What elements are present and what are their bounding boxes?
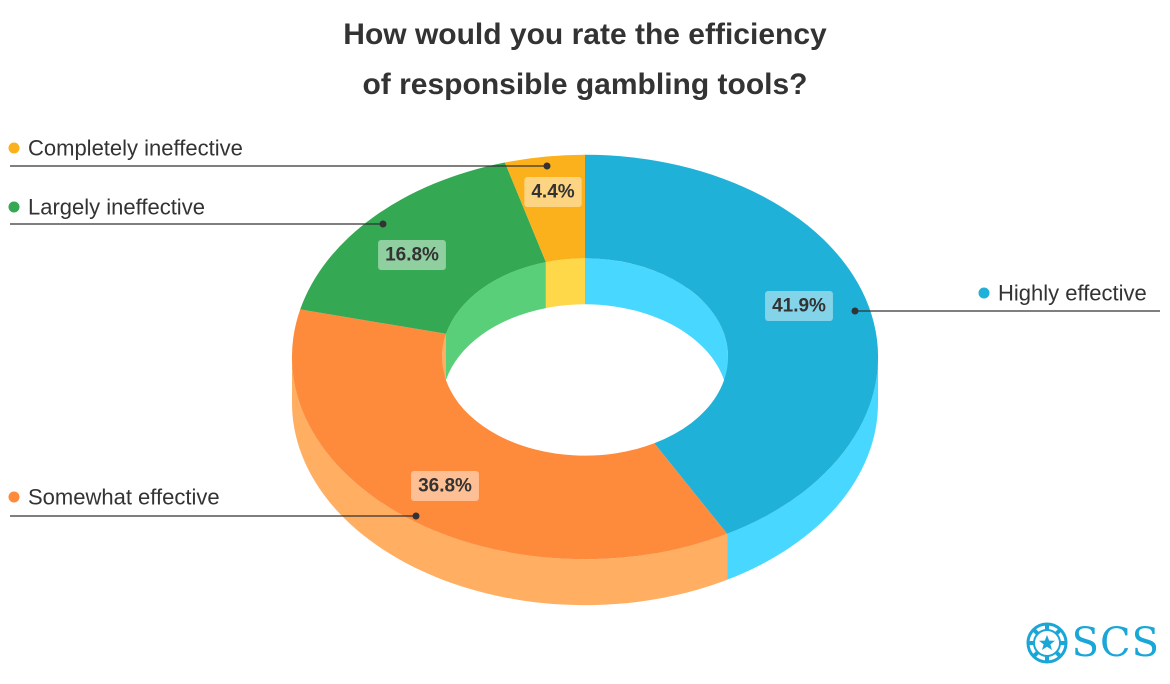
side-wall-1	[292, 357, 728, 606]
logo-text: SCS	[1071, 620, 1160, 666]
data-labels: 41.9% 36.8% 16.8% 4.4%	[378, 177, 833, 501]
inner-wall-2-1	[446, 262, 546, 380]
data-label-0: 41.9%	[772, 296, 826, 317]
chart-title-line-1: How would you rate the efficiency	[343, 18, 827, 51]
data-label-2: 16.8%	[385, 245, 439, 266]
slice-somewhat-effective	[291, 309, 728, 560]
callout-dot-0	[851, 307, 859, 315]
legend-marker-2	[8, 201, 20, 213]
inner-wall-3-1	[545, 258, 585, 309]
slice-completely-ineffective	[504, 154, 585, 263]
data-label-3: 4.4%	[531, 182, 574, 203]
data-label-box-1	[411, 471, 479, 501]
poker-chip-icon	[1026, 622, 1068, 664]
donut-top-faces	[291, 154, 879, 560]
legend-label-0: Highly effective	[998, 281, 1147, 306]
donut-inner-walls	[442, 258, 729, 403]
legend-marker-1	[8, 491, 20, 503]
legend-marker-3	[8, 142, 20, 154]
data-label-box-3	[524, 177, 582, 207]
data-label-box-2	[378, 240, 446, 270]
chart-title-line-2: of responsible gambling tools?	[362, 68, 808, 101]
slice-highly-effective	[585, 154, 879, 534]
callout-dot-1	[412, 512, 420, 520]
legend-label-1: Somewhat effective	[28, 485, 220, 510]
legend-label-2: Largely ineffective	[28, 195, 205, 220]
side-wall-0	[727, 357, 878, 580]
donut-side-walls	[292, 357, 878, 606]
slice-largely-ineffective	[300, 162, 546, 334]
callout-dot-3	[543, 162, 551, 170]
scs-logo: SCS	[1026, 620, 1160, 666]
data-label-box-0	[765, 291, 833, 321]
inner-wall-0-0	[585, 258, 729, 403]
legend-label-3: Completely ineffective	[28, 136, 243, 161]
legend-marker-0	[978, 287, 990, 299]
data-label-1: 36.8%	[418, 476, 472, 497]
chart-title: How would you rate the efficiency of res…	[0, 10, 1170, 110]
callout-lines	[10, 162, 1160, 520]
legend: Highly effective Somewhat effective Largel…	[8, 136, 1147, 510]
callout-dot-2	[379, 220, 387, 228]
